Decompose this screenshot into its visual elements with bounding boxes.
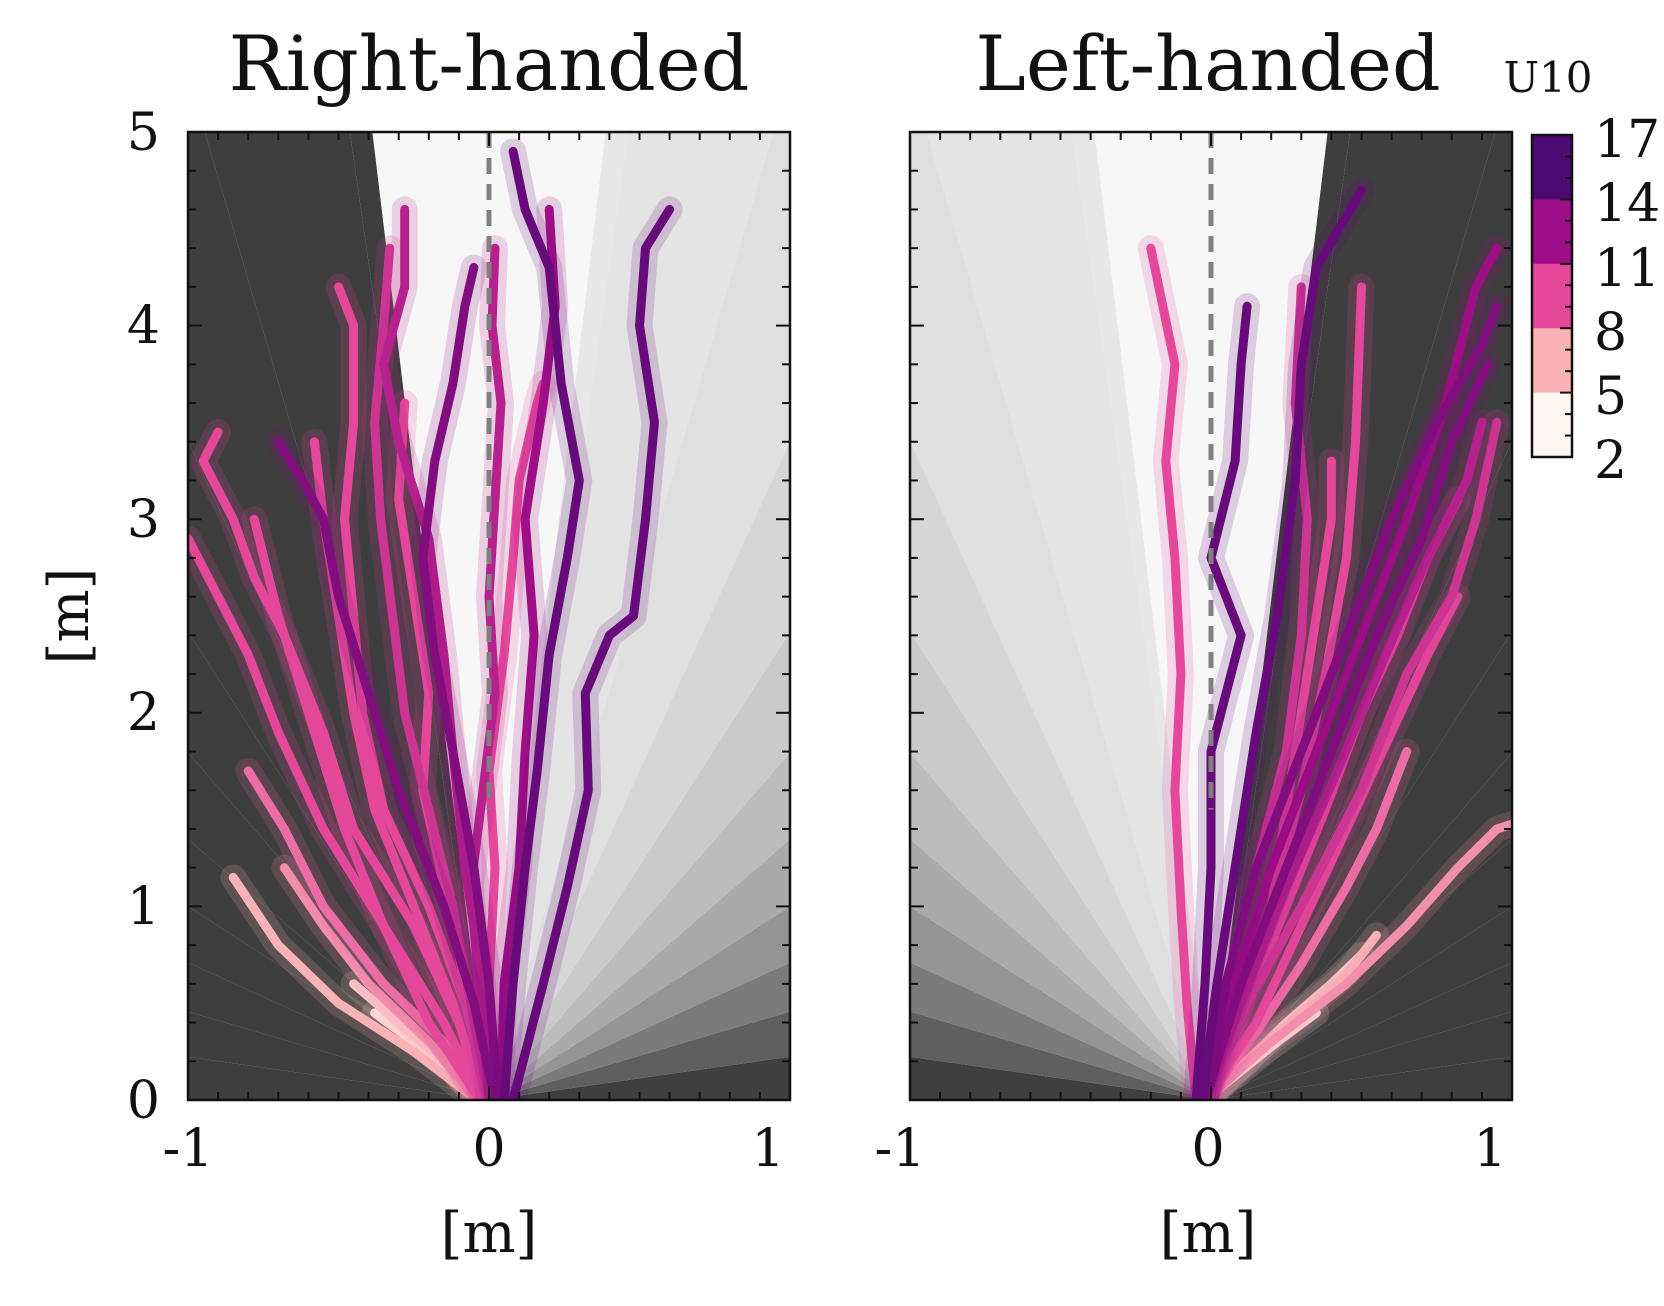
shading-sector — [1211, 906, 1512, 1100]
trajectory-line — [279, 863, 482, 1100]
trajectory-line — [1191, 301, 1252, 1100]
panel-left-handed: Left-handed -1 0 1 [m] — [875, 19, 1514, 1266]
shading-sector — [489, 132, 790, 1100]
x-axis-label-left: [m] — [441, 1201, 538, 1266]
trajectory-line — [188, 534, 488, 1100]
y-axis-label: [m] — [37, 568, 102, 665]
shading-sector — [910, 906, 1211, 1100]
y-tick-label-1: 1 — [127, 877, 160, 937]
shading-sector — [1211, 752, 1512, 1100]
shading-sector — [910, 1056, 1211, 1100]
colorbar-tick-8: 8 — [1594, 303, 1627, 363]
colorbar-band — [1532, 135, 1572, 200]
panel-right-handed: Right-handed -1 0 1 0 1 2 3 4 5 [m] [m] — [37, 19, 792, 1266]
y-tick-label-2: 2 — [127, 683, 160, 743]
shading-sector — [910, 752, 1211, 1100]
shading-sector — [489, 839, 790, 1100]
x-tick-label-left-0: 0 — [472, 1119, 505, 1179]
colorbar-label: U10 — [1504, 53, 1593, 102]
trajectory-line — [228, 872, 482, 1100]
shading-sector — [1211, 1056, 1512, 1100]
trajectory-line — [1200, 417, 1487, 1100]
colorbar-tick-17: 17 — [1594, 110, 1660, 170]
colorbar-minor-ticks — [1560, 134, 1572, 458]
trajectory-line — [1200, 417, 1502, 1100]
colorbar-band — [1532, 263, 1572, 329]
x-axis-label-right: [m] — [1160, 1201, 1257, 1266]
y-tick-label-0: 0 — [127, 1071, 160, 1131]
x-tick-label-right-0: 0 — [1191, 1119, 1224, 1179]
trajectory-line — [499, 146, 584, 1100]
shading-sector — [489, 132, 774, 1100]
trajectory-line — [1200, 819, 1512, 1100]
shading-sector — [489, 1056, 790, 1100]
trajectory-series-left — [188, 138, 683, 1100]
tick-marks-left — [187, 131, 791, 1101]
colorbar-tick-11: 11 — [1594, 239, 1660, 299]
colorbar: U10 17 14 11 8 5 2 — [1504, 53, 1661, 491]
panel-title-right: Left-handed — [975, 19, 1440, 108]
colorbar-tick-2: 2 — [1594, 431, 1627, 491]
trajectory-line — [418, 263, 503, 1100]
shading-sector — [204, 132, 489, 1100]
shading-sector — [188, 1056, 489, 1100]
colorbar-bands — [1532, 135, 1572, 458]
trajectory-line — [484, 379, 548, 1100]
tick-marks-right — [909, 131, 1513, 1101]
panel-title-left: Right-handed — [229, 19, 750, 108]
x-tick-label-right-neg1: -1 — [875, 1119, 926, 1179]
x-tick-label-left-1: 1 — [751, 1119, 784, 1179]
x-tick-label-right-1: 1 — [1473, 1119, 1506, 1179]
shading-sector — [910, 132, 1211, 1100]
shading-sector — [489, 752, 790, 1100]
colorbar-frame — [1530, 133, 1574, 459]
shading-sector — [1211, 1011, 1512, 1100]
trajectory-line — [1146, 243, 1201, 1100]
trajectory-line — [198, 427, 488, 1100]
trajectory-line — [1200, 359, 1493, 1100]
shading-sector — [1211, 132, 1496, 1100]
colorbar-tick-14: 14 — [1594, 174, 1660, 234]
colorbar-band — [1532, 199, 1572, 265]
y-tick-label-5: 5 — [127, 103, 160, 163]
shading-sector — [926, 132, 1211, 1100]
shading-sector — [910, 839, 1211, 1100]
trajectory-line — [1200, 301, 1502, 1100]
shading-sector — [489, 906, 790, 1100]
trajectory-line — [1200, 243, 1502, 1100]
colorbar-tick-5: 5 — [1594, 367, 1627, 427]
trajectory-line — [273, 437, 500, 1100]
trajectory-line — [466, 243, 506, 1100]
x-tick-label-left-neg1: -1 — [163, 1119, 214, 1179]
y-tick-label-3: 3 — [127, 490, 160, 550]
trajectory-line — [508, 204, 675, 1100]
y-tick-label-4: 4 — [127, 296, 160, 356]
trajectory-line — [1200, 592, 1463, 1100]
trajectory-line — [1197, 185, 1366, 1100]
colorbar-band — [1532, 328, 1572, 394]
trajectory-line — [496, 204, 560, 1100]
trajectory-series-right — [1137, 177, 1512, 1100]
colorbar-band — [1532, 392, 1572, 458]
